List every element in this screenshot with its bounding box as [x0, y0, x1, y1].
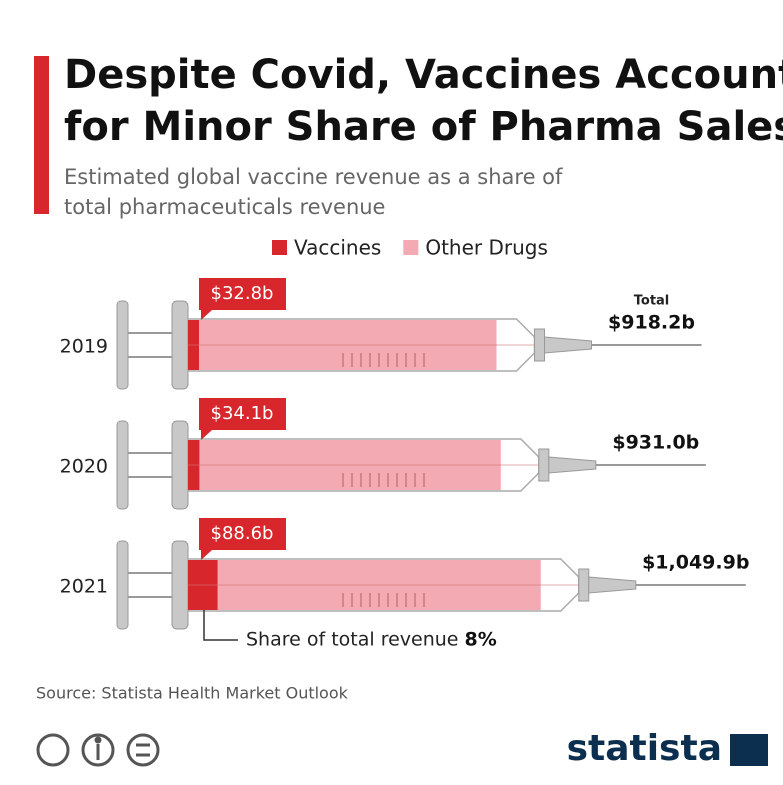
- legend-swatch: [272, 240, 287, 255]
- value-label: $32.8b: [211, 283, 274, 304]
- plunger-end: [117, 301, 128, 389]
- category-label: 2020: [60, 456, 108, 478]
- chart-subtitle: Estimated global vaccine revenue as a sh…: [64, 165, 563, 189]
- source: Source: Statista Health Market Outlook: [36, 684, 349, 703]
- legend-label: Other Drugs: [425, 236, 548, 260]
- needle-hub: [535, 329, 545, 361]
- legend-label: Vaccines: [294, 236, 381, 260]
- needle-hub: [539, 449, 549, 481]
- chart-title: for Minor Share of Pharma Sales: [64, 104, 783, 150]
- title-accent: [34, 56, 49, 214]
- barrel-flange: [172, 541, 188, 629]
- plunger-end: [117, 541, 128, 629]
- legend-swatch: [403, 240, 418, 255]
- category-label: 2021: [60, 576, 108, 598]
- chart-subtitle: total pharmaceuticals revenue: [64, 195, 385, 219]
- total-title: Total: [634, 294, 670, 309]
- value-label: $88.6b: [211, 523, 274, 544]
- total-label: $1,049.9b: [642, 552, 749, 574]
- share-label: 8%: [465, 629, 497, 651]
- infographic: Despite Covid, Vaccines Account for Mino…: [0, 0, 783, 785]
- category-label: 2019: [60, 336, 108, 358]
- needle-hub: [579, 569, 589, 601]
- barrel-flange: [172, 421, 188, 509]
- barrel-flange: [172, 301, 188, 389]
- brand-logo: [730, 734, 768, 766]
- total-label: $931.0b: [612, 432, 699, 454]
- total-label: $918.2b: [608, 312, 695, 334]
- chart-title: Despite Covid, Vaccines Account: [64, 52, 783, 98]
- value-label: $34.1b: [211, 403, 274, 424]
- brand: statista: [567, 728, 722, 769]
- annotation: Share of total revenue: [246, 629, 459, 651]
- plunger-end: [117, 421, 128, 509]
